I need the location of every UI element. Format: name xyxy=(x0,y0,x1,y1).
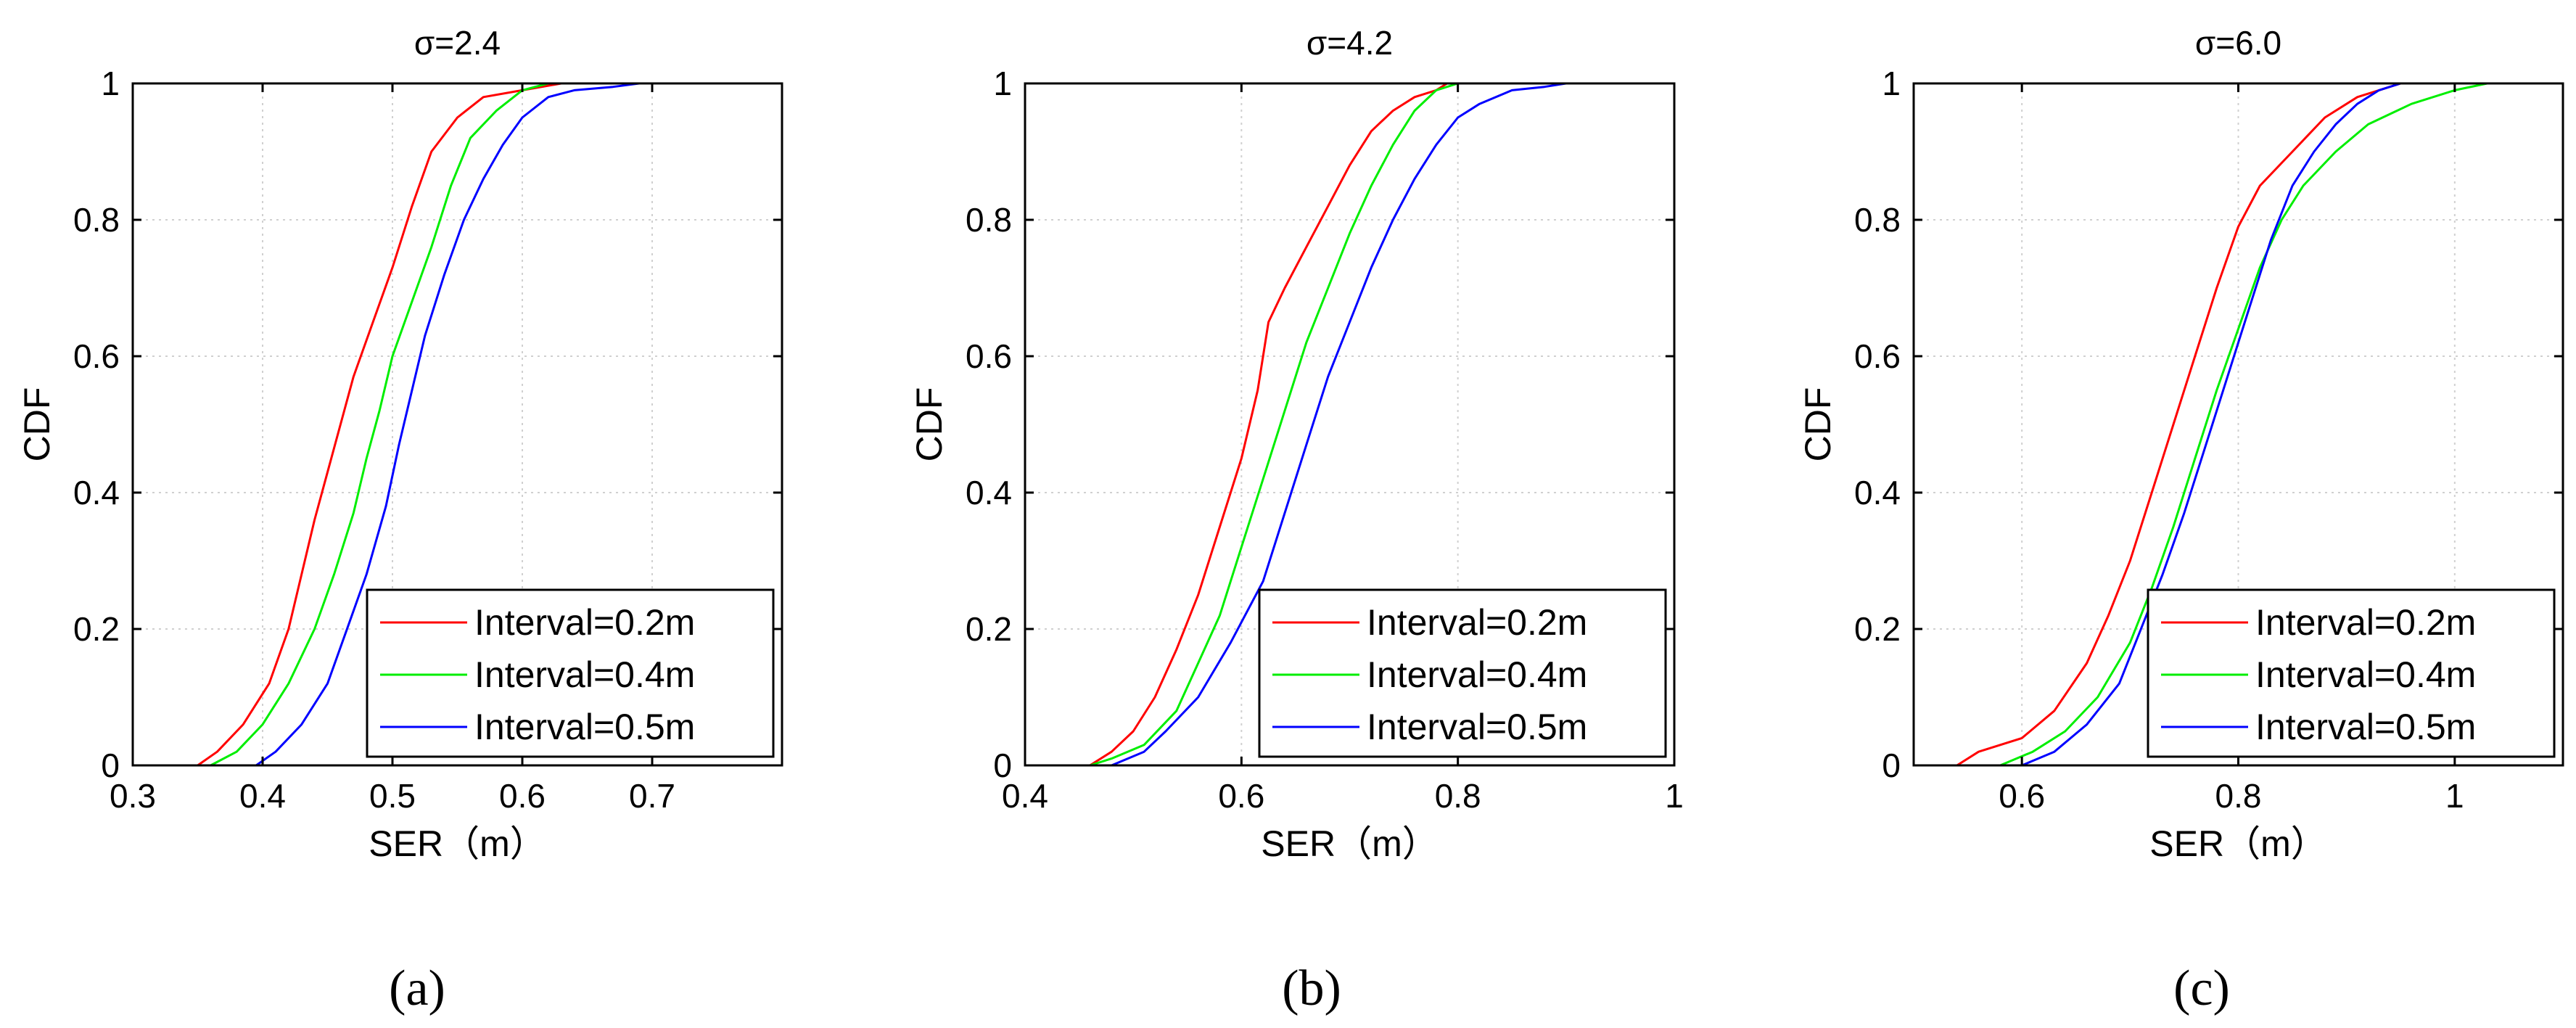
chart-1-x-tick-label: 0.7 xyxy=(629,777,675,815)
chart-1-title: σ=2.4 xyxy=(414,24,501,62)
chart-1-legend-label-2: Interval=0.4m xyxy=(474,654,695,695)
chart-1-x-tick-label: 0.5 xyxy=(369,777,416,815)
chart-3-y-tick-label: 0.6 xyxy=(1854,337,1901,375)
chart-2-y-tick-label: 1 xyxy=(993,65,1012,102)
chart-2-y-tick-label: 0.6 xyxy=(966,337,1012,375)
chart-3-legend: Interval=0.2m Interval=0.4m Interval=0.5m xyxy=(2147,588,2556,758)
chart-2-y-tick-label: 0.2 xyxy=(966,610,1012,648)
chart-3-series-1-line xyxy=(1956,82,2401,767)
chart-1-y-axis-label: CDF xyxy=(17,387,57,462)
chart-1-x-tick-label: 0.6 xyxy=(499,777,546,815)
chart-3-y-tick-label: 0.2 xyxy=(1854,610,1901,648)
chart-1-y-tick-label: 0.4 xyxy=(73,474,120,511)
chart-3-x-axis-label: SER（m） xyxy=(2149,823,2326,864)
chart-1-y-tick-label: 0.2 xyxy=(73,610,120,648)
chart-3-legend-label-3: Interval=0.5m xyxy=(2255,707,2476,747)
chart-1-y-tick-label: 0 xyxy=(101,747,120,784)
chart-2-y-tick-label: 0 xyxy=(993,747,1012,784)
chart-2-x-tick-label: 0.4 xyxy=(1002,777,1048,815)
chart-3-legend-label-1: Interval=0.2m xyxy=(2255,602,2476,643)
chart-1-legend: Interval=0.2m Interval=0.4m Interval=0.5m xyxy=(366,588,775,758)
chart-1: 0.3 0.4 0.5 0.6 0.7 0 0.2 0.4 0.6 0.8 1 σ=2.4 SER（m）… xyxy=(17,24,783,864)
chart-1-legend-box xyxy=(366,588,775,758)
chart-2-legend-label-2: Interval=0.4m xyxy=(1367,654,1587,695)
chart-1-legend-label-3: Interval=0.5m xyxy=(474,707,695,747)
chart-2-series-1-line xyxy=(1089,82,1448,767)
chart-2-x-tick-label: 0.8 xyxy=(1435,777,1481,815)
chart-3-y-tick-label: 0.4 xyxy=(1854,474,1901,511)
chart-2-series-2-line xyxy=(1090,82,1459,767)
chart-3-title: σ=6.0 xyxy=(2195,24,2281,62)
chart-3-legend-box xyxy=(2147,588,2556,758)
chart-1-y-tick-label: 0.6 xyxy=(73,337,120,375)
chart-2-legend-label-3: Interval=0.5m xyxy=(1367,707,1587,747)
chart-2: 0.4 0.6 0.8 1 0 0.2 0.4 0.6 0.8 1 σ=4.2 SER（m） CDF In… xyxy=(909,24,1684,864)
chart-3-y-tick-label: 0 xyxy=(1882,747,1901,784)
subcaption-a: (a) xyxy=(389,961,445,1016)
chart-1-y-tick-label: 0.8 xyxy=(73,201,120,239)
chart-3-y-axis-label: CDF xyxy=(1798,387,1838,462)
chart-1-axes-box xyxy=(131,82,783,767)
chart-2-legend-box xyxy=(1258,588,1667,758)
chart-3-legend-label-2: Interval=0.4m xyxy=(2255,654,2476,695)
chart-2-series-3-line xyxy=(1111,82,1567,767)
subcaption-c: (c) xyxy=(2173,961,2230,1016)
chart-2-title: σ=4.2 xyxy=(1306,24,1393,62)
chart-1-legend-label-1: Interval=0.2m xyxy=(474,602,695,643)
chart-1-series-2-line xyxy=(210,82,575,767)
chart-2-x-tick-label: 1 xyxy=(1665,777,1684,815)
chart-3-y-tick-label: 0.8 xyxy=(1854,201,1901,239)
chart-2-y-tick-label: 0.4 xyxy=(966,474,1012,511)
chart-3-x-tick-label: 0.8 xyxy=(2215,777,2262,815)
chart-3-series-2-line xyxy=(1999,82,2487,767)
chart-2-y-axis-label: CDF xyxy=(909,387,950,462)
chart-1-y-tick-label: 1 xyxy=(101,65,120,102)
chart-2-legend-label-1: Interval=0.2m xyxy=(1367,602,1587,643)
subcaption-b: (b) xyxy=(1282,961,1341,1016)
chart-2-legend: Interval=0.2m Interval=0.4m Interval=0.5m xyxy=(1258,588,1667,758)
chart-1-series-1-line xyxy=(197,82,588,767)
chart-3-x-tick-label: 1 xyxy=(2445,777,2464,815)
chart-1-x-axis-label: SER（m） xyxy=(369,823,546,864)
chart-3: 0.6 0.8 1 0 0.2 0.4 0.6 0.8 1 σ=6.0 SER（m） CDF Inter… xyxy=(1798,24,2564,864)
chart-panels: 0.3 0.4 0.5 0.6 0.7 0 0.2 0.4 0.6 0.8 1 σ=2.4 SER（m）… xyxy=(17,24,2564,864)
chart-2-x-tick-label: 0.6 xyxy=(1218,777,1264,815)
chart-3-y-tick-label: 1 xyxy=(1882,65,1901,102)
chart-1-series-3-line xyxy=(255,82,640,767)
chart-1-x-tick-label: 0.3 xyxy=(110,777,156,815)
subcaptions: (a) (b) (c) xyxy=(389,961,2230,1016)
chart-1-x-tick-label: 0.4 xyxy=(239,777,286,815)
chart-2-y-tick-label: 0.8 xyxy=(966,201,1012,239)
chart-3-x-tick-label: 0.6 xyxy=(1999,777,2045,815)
chart-3-series-3-line xyxy=(2021,82,2401,767)
chart-2-x-axis-label: SER（m） xyxy=(1261,823,1438,864)
chart-2-axes-box xyxy=(1024,82,1676,767)
